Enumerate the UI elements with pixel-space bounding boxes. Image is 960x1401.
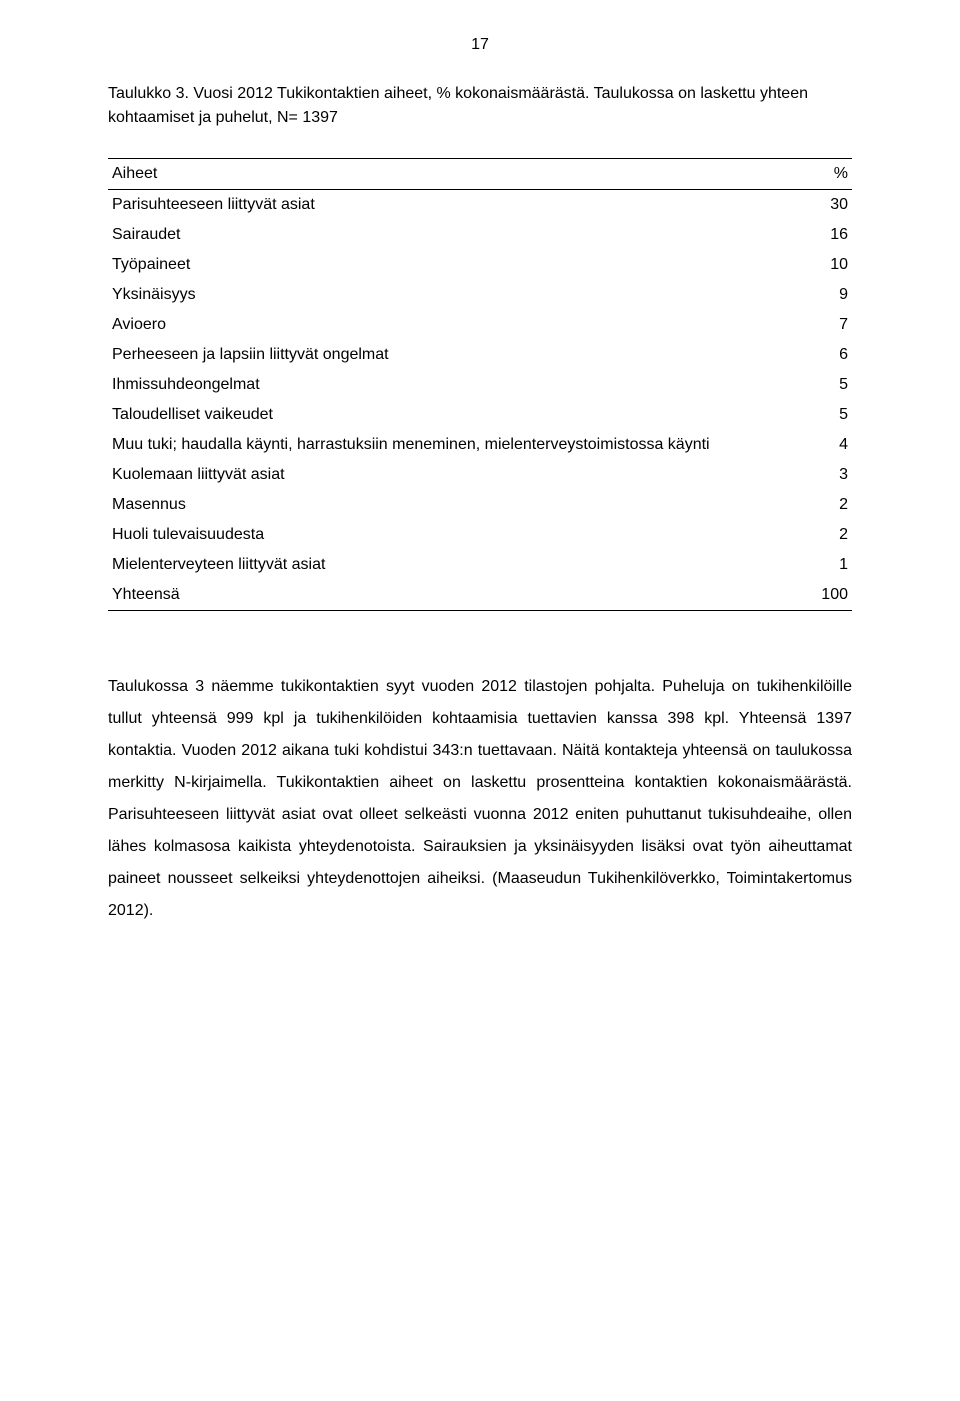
table-row: Masennus 2 <box>108 490 852 520</box>
table-row: Työpaineet 10 <box>108 250 852 280</box>
cell-label: Parisuhteeseen liittyvät asiat <box>108 190 812 221</box>
table-row: Parisuhteeseen liittyvät asiat 30 <box>108 190 852 221</box>
table-row: Huoli tulevaisuudesta 2 <box>108 520 852 550</box>
cell-value: 1 <box>812 550 852 580</box>
cell-value: 7 <box>812 310 852 340</box>
cell-value: 2 <box>812 490 852 520</box>
document-page: 17 Taulukko 3. Vuosi 2012 Tukikontaktien… <box>0 0 960 1401</box>
col-header-value: % <box>812 159 852 190</box>
cell-label: Kuolemaan liittyvät asiat <box>108 460 812 490</box>
table-row: Perheeseen ja lapsiin liittyvät ongelmat… <box>108 340 852 370</box>
table-body: Parisuhteeseen liittyvät asiat 30 Sairau… <box>108 190 852 611</box>
table-caption: Taulukko 3. Vuosi 2012 Tukikontaktien ai… <box>108 82 852 130</box>
cell-label: Avioero <box>108 310 812 340</box>
cell-label: Masennus <box>108 490 812 520</box>
cell-value: 4 <box>812 430 852 460</box>
table-row: Muu tuki; haudalla käynti, harrastuksiin… <box>108 430 852 460</box>
table-row: Ihmissuhdeongelmat 5 <box>108 370 852 400</box>
cell-value: 2 <box>812 520 852 550</box>
cell-value: 9 <box>812 280 852 310</box>
total-value: 100 <box>812 580 852 611</box>
table-row: Yksinäisyys 9 <box>108 280 852 310</box>
table-header-row: Aiheet % <box>108 159 852 190</box>
cell-label: Työpaineet <box>108 250 812 280</box>
cell-label: Ihmissuhdeongelmat <box>108 370 812 400</box>
body-paragraph: Taulukossa 3 näemme tukikontaktien syyt … <box>108 671 852 927</box>
table-row: Sairaudet 16 <box>108 220 852 250</box>
cell-label: Muu tuki; haudalla käynti, harrastuksiin… <box>108 430 812 460</box>
cell-value: 5 <box>812 400 852 430</box>
col-header-label: Aiheet <box>108 159 812 190</box>
cell-label: Mielenterveyteen liittyvät asiat <box>108 550 812 580</box>
table-row: Mielenterveyteen liittyvät asiat 1 <box>108 550 852 580</box>
cell-value: 16 <box>812 220 852 250</box>
cell-label: Sairaudet <box>108 220 812 250</box>
page-number: 17 <box>108 36 852 54</box>
total-label: Yhteensä <box>108 580 812 611</box>
table-row: Avioero 7 <box>108 310 852 340</box>
cell-value: 6 <box>812 340 852 370</box>
cell-label: Yksinäisyys <box>108 280 812 310</box>
table-total-row: Yhteensä 100 <box>108 580 852 611</box>
table-row: Kuolemaan liittyvät asiat 3 <box>108 460 852 490</box>
cell-value: 30 <box>812 190 852 221</box>
cell-value: 10 <box>812 250 852 280</box>
cell-value: 5 <box>812 370 852 400</box>
cell-label: Perheeseen ja lapsiin liittyvät ongelmat <box>108 340 812 370</box>
cell-label: Taloudelliset vaikeudet <box>108 400 812 430</box>
cell-value: 3 <box>812 460 852 490</box>
table-row: Taloudelliset vaikeudet 5 <box>108 400 852 430</box>
topics-table: Aiheet % Parisuhteeseen liittyvät asiat … <box>108 158 852 611</box>
cell-label: Huoli tulevaisuudesta <box>108 520 812 550</box>
